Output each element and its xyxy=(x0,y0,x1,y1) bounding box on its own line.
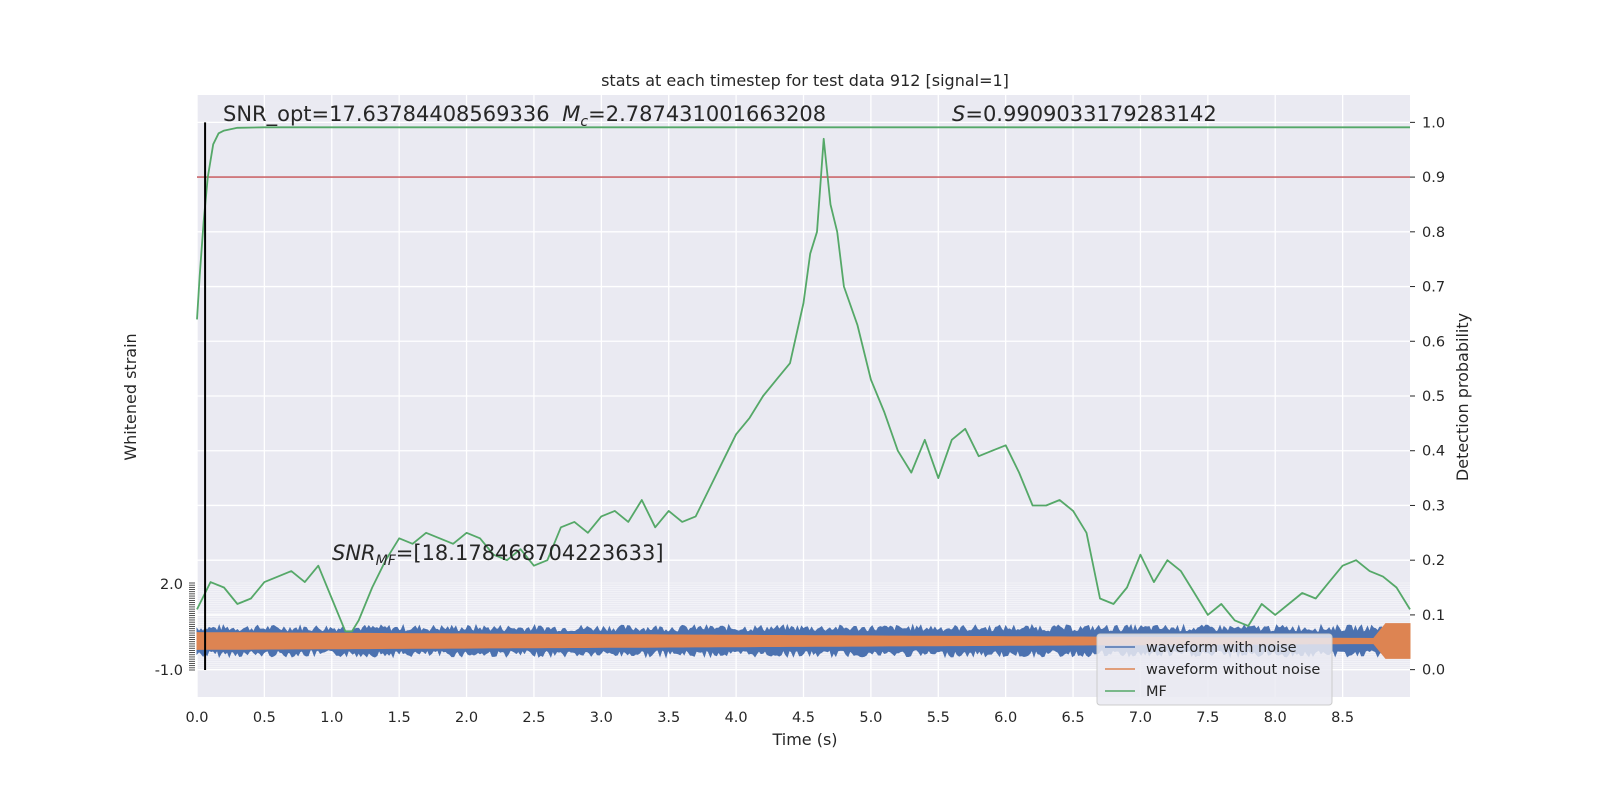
x-tick-label: 7.5 xyxy=(1196,710,1219,726)
x-tick-label: 8.0 xyxy=(1264,710,1287,726)
s-value: =0.9909033179283142 xyxy=(965,102,1216,126)
mc-value: =2.787431001663208 xyxy=(588,102,826,126)
y-right-tick-label: 0.5 xyxy=(1422,389,1445,405)
snr-opt-annotation: SNR_opt=17.63784408569336 Mc=2.787431001… xyxy=(223,102,826,130)
grid-lines xyxy=(196,95,1410,697)
y-right-tick-label: 0.4 xyxy=(1422,444,1445,460)
x-tick-label: 4.5 xyxy=(792,710,815,726)
x-tick-label: 1.0 xyxy=(320,710,343,726)
chart-title: stats at each timestep for test data 912… xyxy=(601,71,1009,90)
legend-label-noise: waveform with noise xyxy=(1146,640,1297,656)
snr-mf-annotation: SNRMF=[18.178468704223633] xyxy=(332,541,664,569)
x-tick-label: 3.5 xyxy=(657,710,680,726)
x-tick-label: 4.0 xyxy=(725,710,748,726)
y-right-tick-label: 0.9 xyxy=(1422,170,1445,186)
snr-mf-value: =[18.178468704223633] xyxy=(396,541,664,565)
s-symbol: S xyxy=(952,102,965,126)
mf-series-line-0 xyxy=(196,126,1410,320)
y-right-tick-label: 0.7 xyxy=(1422,280,1445,296)
right-y-axis-label: Detection probability xyxy=(1453,313,1472,481)
y-right-tick-label: 0.8 xyxy=(1422,225,1445,241)
legend-label-mf: MF xyxy=(1146,684,1167,700)
y-right-tick-label: 0.3 xyxy=(1422,498,1445,514)
mc-subscript: c xyxy=(580,114,588,130)
y-left-tick-label-bottom: -1.0 xyxy=(155,663,183,679)
x-tick-label: 8.5 xyxy=(1331,710,1354,726)
x-tick-label: 5.5 xyxy=(927,710,950,726)
y-right-tick-label: 0.6 xyxy=(1422,334,1445,350)
x-tick-label: 1.5 xyxy=(388,710,411,726)
y-right-tick-label: 0.0 xyxy=(1422,663,1445,679)
x-tick-label: 6.5 xyxy=(1062,710,1085,726)
waveform-without-noise xyxy=(196,623,1411,659)
x-axis-label: Time (s) xyxy=(771,730,837,749)
x-tick-label: 3.0 xyxy=(590,710,613,726)
snr-opt-text: SNR_opt=17.63784408569336 xyxy=(223,102,550,127)
snr-mf-subscript: MF xyxy=(376,553,397,569)
tick-labels: 0.0 0.5 1.0 1.5 2.0 2.5 3.0 3.5 4.0 4.5 5.0 5.5 6.0 6… xyxy=(155,115,1445,726)
x-tick-label: 5.0 xyxy=(859,710,882,726)
mf-series-line-1 xyxy=(196,137,1411,633)
left-y-axis-label: Whitened strain xyxy=(121,333,140,460)
y-right-tick-label: 0.1 xyxy=(1422,608,1445,624)
series-layer xyxy=(196,122,1411,670)
legend: waveform with noise waveform without noi… xyxy=(1096,633,1333,706)
legend-box xyxy=(1096,633,1333,706)
x-tick-label: 2.5 xyxy=(522,710,545,726)
x-tick-label: 0.5 xyxy=(253,710,276,726)
s-annotation: S=0.9909033179283142 xyxy=(952,102,1217,126)
y-left-tick-label-top: 2.0 xyxy=(160,577,183,593)
mc-symbol: M xyxy=(562,102,580,126)
x-tick-label: 2.0 xyxy=(455,710,478,726)
y-right-tick-label: 0.2 xyxy=(1422,553,1445,569)
x-tick-label: 6.0 xyxy=(994,710,1017,726)
legend-label-noisefree: waveform without noise xyxy=(1146,662,1320,678)
x-tick-label: 0.0 xyxy=(185,710,208,726)
x-tick-label: 7.0 xyxy=(1129,710,1152,726)
snr-mf-symbol: SNR xyxy=(332,541,376,565)
y-right-tick-label: 1.0 xyxy=(1422,115,1445,131)
